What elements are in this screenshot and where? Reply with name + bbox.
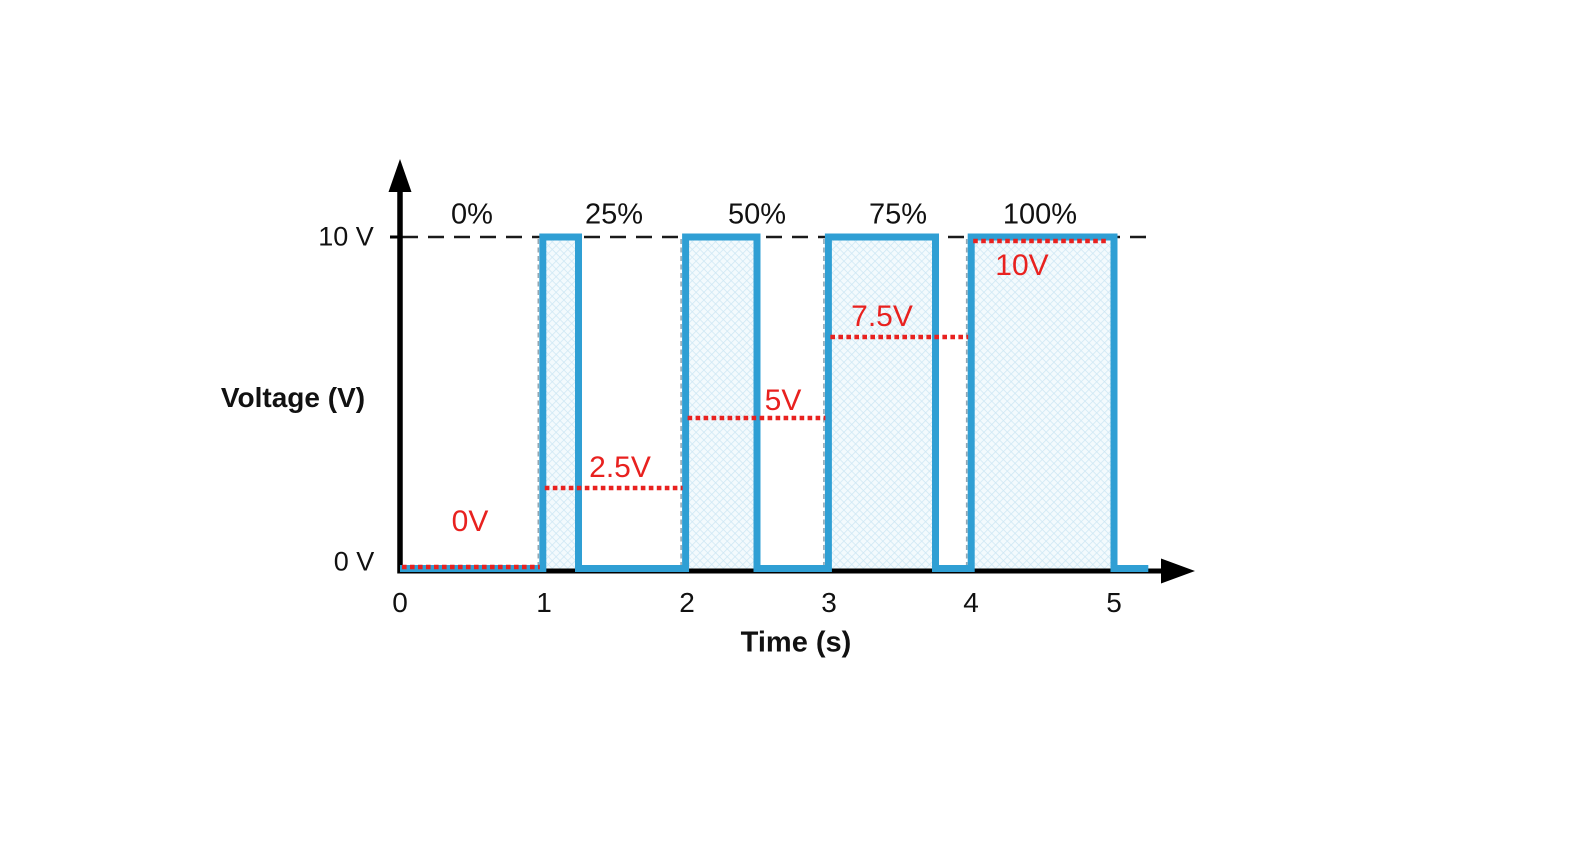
x-tick-5: 5 <box>1106 587 1122 618</box>
x-tick-1: 1 <box>536 587 552 618</box>
pulse-fill-25pct <box>539 238 582 570</box>
duty-cycle-label-100pct: 100% <box>1002 198 1078 231</box>
y-axis-title: Voltage (V) <box>220 382 366 413</box>
pulse-fill-100pct <box>968 238 1117 570</box>
duty-cycle-label-0pct: 0% <box>451 198 493 231</box>
avg-voltage-label-5v: 5V <box>764 384 802 417</box>
avg-voltage-label-0v: 0V <box>451 505 489 538</box>
avg-voltage-label-2-5v: 2.5V <box>589 451 651 484</box>
x-tick-0: 0 <box>392 587 408 618</box>
duty-cycle-label-50pct: 50% <box>727 198 787 231</box>
x-axis-title: Time (s) <box>740 626 852 659</box>
pwm-waveform-line <box>400 233 1149 572</box>
pulse-fill-75pct <box>825 238 939 570</box>
y-axis-label-10v: 10 V <box>318 221 374 252</box>
duty-cycle-label-75pct: 75% <box>868 198 928 231</box>
x-tick-2: 2 <box>679 587 695 618</box>
x-axis-arrowhead <box>1161 558 1195 584</box>
x-tick-3: 3 <box>821 587 837 618</box>
y-axis-arrowhead <box>388 159 412 192</box>
duty-cycle-label-25pct: 25% <box>584 198 644 231</box>
avg-voltage-label-10v: 10V <box>995 249 1049 282</box>
y-axis-label-0v: 0 V <box>333 546 375 577</box>
pulse-fill-50pct <box>682 238 760 570</box>
avg-voltage-label-7-5v: 7.5V <box>851 300 913 333</box>
x-tick-4: 4 <box>963 587 979 618</box>
